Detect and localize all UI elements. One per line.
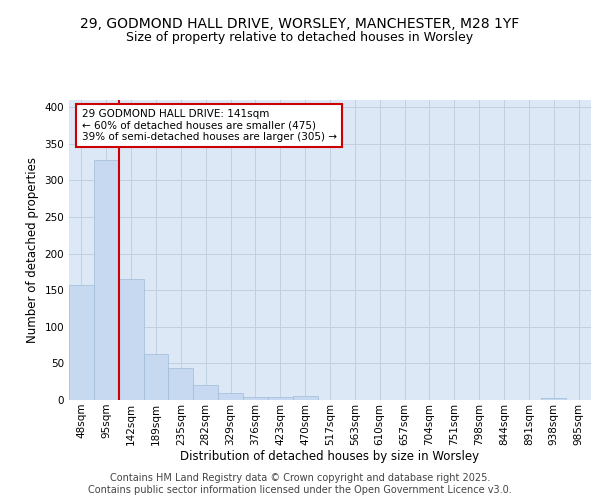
Bar [94,160,119,400]
Y-axis label: Number of detached properties: Number of detached properties [26,157,39,343]
Bar [69,285,94,400]
Text: Size of property relative to detached houses in Worsley: Size of property relative to detached ho… [127,32,473,44]
Text: Contains HM Land Registry data © Crown copyright and database right 2025.
Contai: Contains HM Land Registry data © Crown c… [88,474,512,495]
Bar [268,397,293,400]
Bar [193,386,218,400]
Bar [119,280,143,400]
Bar [143,354,169,400]
X-axis label: Distribution of detached houses by size in Worsley: Distribution of detached houses by size … [181,450,479,464]
Text: 29, GODMOND HALL DRIVE, WORSLEY, MANCHESTER, M28 1YF: 29, GODMOND HALL DRIVE, WORSLEY, MANCHES… [80,18,520,32]
Bar [541,398,566,400]
Bar [218,392,243,400]
Bar [243,397,268,400]
Bar [169,368,193,400]
Text: 29 GODMOND HALL DRIVE: 141sqm
← 60% of detached houses are smaller (475)
39% of : 29 GODMOND HALL DRIVE: 141sqm ← 60% of d… [82,109,337,142]
Bar [293,396,317,400]
